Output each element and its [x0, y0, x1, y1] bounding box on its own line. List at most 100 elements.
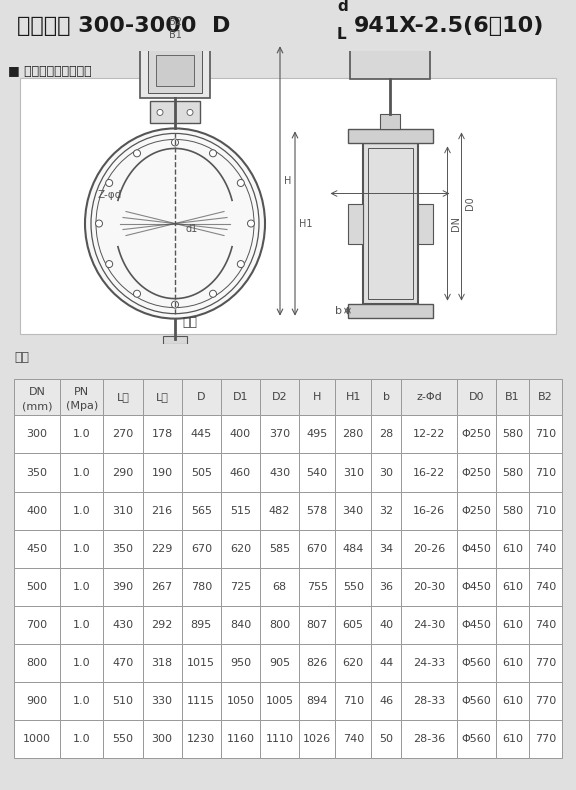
Text: 310: 310	[112, 506, 134, 516]
Text: 292: 292	[151, 619, 173, 630]
Text: Φ450: Φ450	[461, 619, 491, 630]
Circle shape	[134, 290, 141, 297]
Text: D1: D1	[233, 393, 248, 402]
Bar	[260, 720, 299, 758]
Bar	[148, 48, 202, 93]
Text: H1: H1	[346, 393, 361, 402]
Text: 290: 290	[112, 468, 134, 477]
Text: 740: 740	[535, 544, 556, 554]
Bar	[104, 682, 143, 720]
Bar	[14, 568, 60, 606]
Bar	[372, 416, 401, 453]
Circle shape	[172, 301, 179, 308]
Text: 620: 620	[230, 544, 251, 554]
Text: 267: 267	[151, 581, 173, 592]
Text: 540: 540	[306, 468, 328, 477]
Bar	[182, 379, 221, 416]
Bar	[104, 453, 143, 491]
Bar	[221, 379, 260, 416]
Bar	[496, 379, 529, 416]
Bar	[143, 491, 182, 529]
Bar	[140, 43, 210, 99]
Text: H: H	[284, 176, 291, 186]
Text: 894: 894	[306, 696, 328, 705]
Text: 941X-2.5(6、10): 941X-2.5(6、10)	[354, 16, 545, 36]
Bar	[143, 644, 182, 682]
Text: 390: 390	[112, 581, 134, 592]
Text: 585: 585	[269, 544, 290, 554]
Text: 24-33: 24-33	[413, 658, 445, 668]
Text: 图五: 图五	[183, 316, 198, 329]
Text: 300: 300	[151, 734, 173, 744]
Text: 30: 30	[379, 468, 393, 477]
Bar	[221, 644, 260, 682]
Text: 1.0: 1.0	[73, 619, 90, 630]
Text: 580: 580	[502, 430, 523, 439]
Bar	[496, 568, 529, 606]
Text: 484: 484	[343, 544, 364, 554]
Bar	[496, 644, 529, 682]
Bar	[335, 568, 372, 606]
Bar	[104, 644, 143, 682]
Bar	[14, 416, 60, 453]
Bar	[457, 644, 496, 682]
Text: 16-26: 16-26	[413, 506, 445, 516]
Bar	[401, 379, 457, 416]
Bar	[143, 682, 182, 720]
Bar	[60, 529, 104, 568]
Text: 550: 550	[112, 734, 134, 744]
Bar	[347, 303, 433, 318]
Bar	[372, 644, 401, 682]
Text: Φ450: Φ450	[461, 581, 491, 592]
Text: 216: 216	[151, 506, 173, 516]
Text: 495: 495	[306, 430, 328, 439]
Text: 770: 770	[535, 734, 556, 744]
Text: 20-26: 20-26	[413, 544, 445, 554]
Bar	[529, 416, 562, 453]
Circle shape	[157, 109, 163, 115]
Bar	[457, 529, 496, 568]
Text: 318: 318	[151, 658, 173, 668]
Text: 350: 350	[26, 468, 47, 477]
Text: 770: 770	[535, 658, 556, 668]
Text: H: H	[313, 393, 321, 402]
Text: 515: 515	[230, 506, 251, 516]
Bar	[496, 416, 529, 453]
Bar	[335, 416, 372, 453]
Bar	[529, 606, 562, 644]
Text: 710: 710	[343, 696, 364, 705]
Text: Φ560: Φ560	[462, 658, 491, 668]
Text: 1115: 1115	[187, 696, 215, 705]
Bar	[182, 416, 221, 453]
Circle shape	[237, 179, 244, 186]
Text: 580: 580	[502, 506, 523, 516]
Bar	[150, 101, 200, 123]
Bar	[457, 453, 496, 491]
Text: 表五: 表五	[14, 351, 29, 364]
Bar	[104, 529, 143, 568]
Text: 670: 670	[191, 544, 212, 554]
Bar	[457, 568, 496, 606]
Bar	[401, 606, 457, 644]
Text: 1.0: 1.0	[73, 696, 90, 705]
Text: 20-30: 20-30	[413, 581, 445, 592]
Bar	[299, 568, 335, 606]
Bar	[104, 416, 143, 453]
Bar	[335, 644, 372, 682]
Circle shape	[210, 150, 217, 156]
Text: 24-30: 24-30	[413, 619, 445, 630]
Bar	[260, 529, 299, 568]
Circle shape	[172, 139, 179, 146]
Text: 550: 550	[343, 581, 363, 592]
Bar	[372, 568, 401, 606]
Text: 1.0: 1.0	[73, 734, 90, 744]
Text: 1050: 1050	[226, 696, 255, 705]
Text: L: L	[337, 27, 347, 42]
Circle shape	[248, 220, 255, 227]
Bar	[260, 379, 299, 416]
Text: Z-φd: Z-φd	[97, 190, 122, 201]
Text: D0: D0	[465, 197, 476, 210]
Bar	[182, 491, 221, 529]
Bar	[372, 682, 401, 720]
Text: 34: 34	[379, 544, 393, 554]
